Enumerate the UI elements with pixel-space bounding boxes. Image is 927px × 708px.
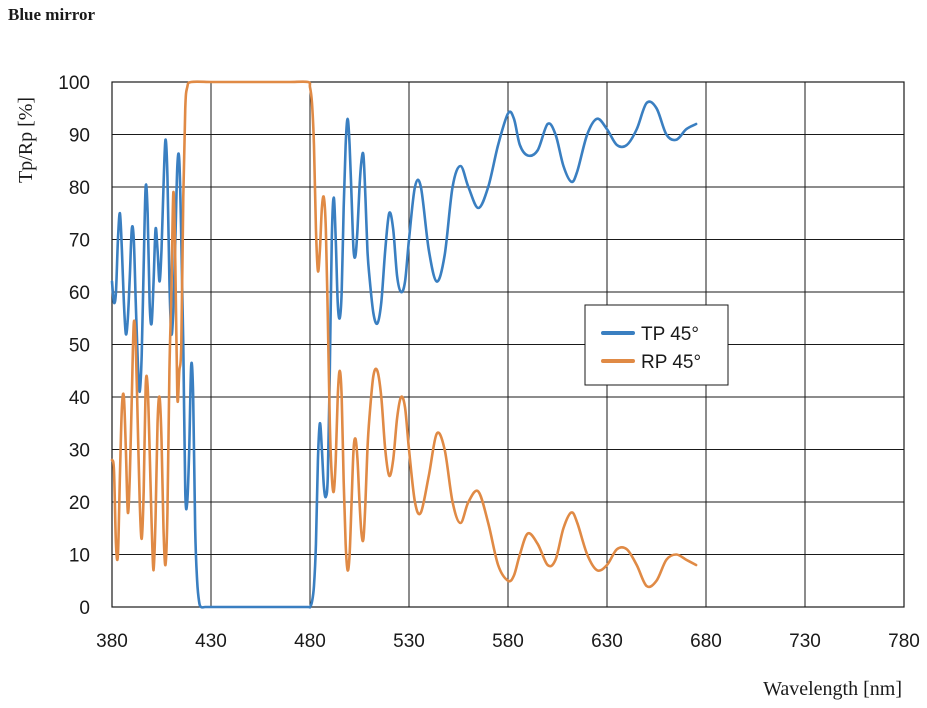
series-group [110, 80, 698, 609]
plot-frame [111, 81, 905, 608]
y-tick-label: 40 [69, 388, 90, 409]
x-tick-label: 380 [96, 631, 128, 652]
legend-box [584, 304, 729, 386]
x-tick-label: 680 [690, 631, 722, 652]
x-tick-label: 530 [393, 631, 425, 652]
grid [111, 81, 905, 608]
y-tick-label: 60 [69, 283, 90, 304]
y-tick-label: 90 [69, 126, 90, 147]
y-tick-label: 70 [69, 231, 90, 252]
legend-label: TP 45° [641, 324, 699, 345]
x-tick-label: 430 [195, 631, 227, 652]
x-tick-label: 730 [789, 631, 821, 652]
x-tick-label: 630 [591, 631, 623, 652]
x-tick-label: 480 [294, 631, 326, 652]
x-tick-label: 580 [492, 631, 524, 652]
y-tick-label: 80 [69, 178, 90, 199]
y-axis-ticks: 0 10 20 30 40 50 60 70 80 90 100 [58, 73, 90, 619]
x-axis-label: Wavelength [nm] [763, 678, 902, 700]
series-line-rp [110, 80, 698, 589]
x-axis-ticks: 380 430 480 530 580 630 680 730 780 [96, 631, 920, 652]
y-tick-label: 0 [79, 598, 90, 619]
y-tick-label: 10 [69, 546, 90, 567]
legend-label: RP 45° [641, 352, 701, 373]
legend: TP 45° RP 45° [584, 304, 729, 386]
y-axis-label: Tp/Rp [%] [15, 97, 37, 183]
y-tick-label: 50 [69, 336, 90, 357]
y-tick-label: 20 [69, 493, 90, 514]
y-tick-label: 100 [58, 73, 90, 94]
series-line-tp [110, 100, 698, 609]
chart-title: Blue mirror [8, 5, 95, 24]
y-tick-label: 30 [69, 441, 90, 462]
x-tick-label: 780 [888, 631, 920, 652]
